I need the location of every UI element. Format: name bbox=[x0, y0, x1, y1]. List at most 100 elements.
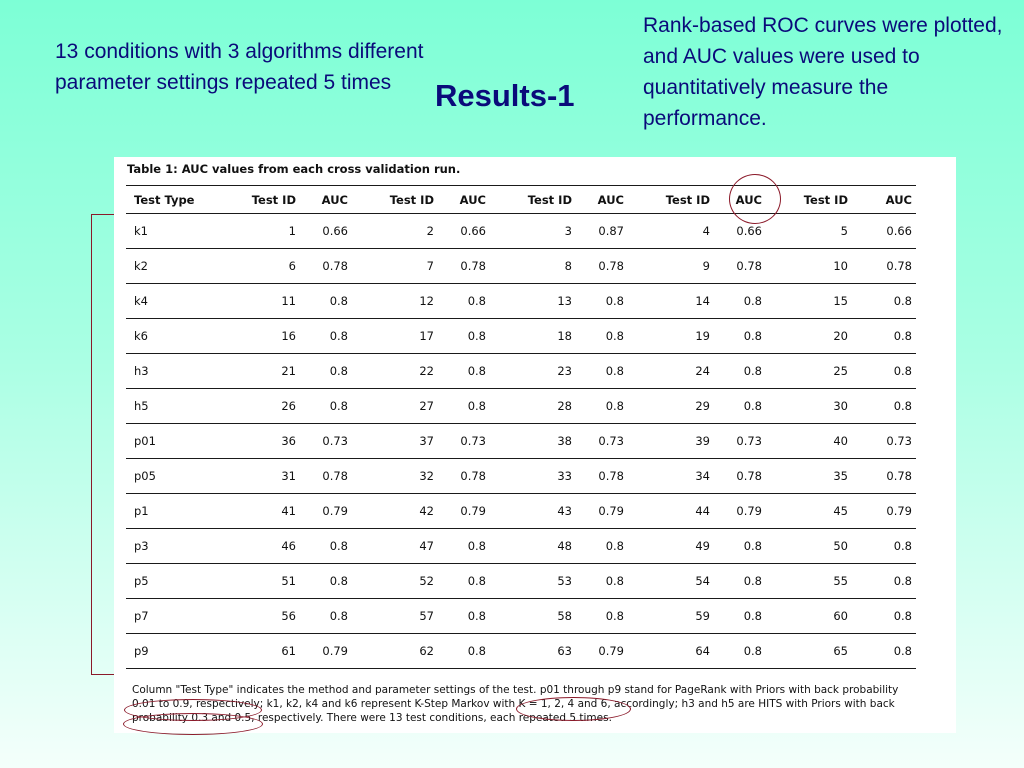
cell-auc: 0.73 bbox=[714, 423, 766, 459]
cell-test-id: 25 bbox=[766, 353, 852, 389]
header-test-id: Test ID bbox=[490, 185, 576, 214]
cell-auc: 0.8 bbox=[438, 633, 490, 669]
cell-auc: 0.8 bbox=[438, 353, 490, 389]
cell-auc: 0.8 bbox=[300, 528, 352, 564]
cell-test-id: 19 bbox=[628, 318, 714, 354]
cell-test-id: 23 bbox=[490, 353, 576, 389]
cell-test-id: 3 bbox=[490, 213, 576, 249]
cell-test-id: 59 bbox=[628, 598, 714, 634]
cell-test-type: p7 bbox=[126, 598, 218, 634]
note-roc-auc: Rank-based ROC curves were plotted, and … bbox=[643, 14, 1003, 130]
cell-auc: 0.8 bbox=[714, 598, 766, 634]
cell-auc: 0.8 bbox=[300, 598, 352, 634]
cell-auc: 0.8 bbox=[714, 528, 766, 564]
note-conditions: 13 conditions with 3 algorithms differen… bbox=[55, 40, 424, 94]
cell-auc: 0.79 bbox=[300, 633, 352, 669]
cell-test-type: p3 bbox=[126, 528, 218, 564]
cell-test-id: 63 bbox=[490, 633, 576, 669]
cell-auc: 0.8 bbox=[438, 283, 490, 319]
cell-auc: 0.8 bbox=[852, 528, 916, 564]
cell-auc: 0.8 bbox=[300, 318, 352, 354]
header-test-id: Test ID bbox=[218, 185, 300, 214]
cell-test-id: 1 bbox=[218, 213, 300, 249]
table-row: p05 31 0.78 32 0.78 33 0.78 34 0.78 35 0.78 bbox=[126, 458, 916, 494]
cell-auc: 0.8 bbox=[714, 633, 766, 669]
cell-auc: 0.8 bbox=[576, 598, 628, 634]
header-auc: AUC bbox=[438, 185, 490, 214]
cell-auc: 0.66 bbox=[438, 213, 490, 249]
cell-test-id: 4 bbox=[628, 213, 714, 249]
cell-test-type: h5 bbox=[126, 388, 218, 424]
cell-auc: 0.8 bbox=[300, 388, 352, 424]
cell-test-id: 20 bbox=[766, 318, 852, 354]
cell-test-id: 38 bbox=[490, 423, 576, 459]
cell-test-id: 39 bbox=[628, 423, 714, 459]
cell-test-type: p01 bbox=[126, 423, 218, 459]
cell-auc: 0.8 bbox=[300, 353, 352, 389]
cell-test-id: 26 bbox=[218, 388, 300, 424]
header-auc: AUC bbox=[852, 185, 916, 214]
cell-auc: 0.79 bbox=[576, 633, 628, 669]
cell-test-type: k1 bbox=[126, 213, 218, 249]
cell-test-id: 61 bbox=[218, 633, 300, 669]
cell-test-id: 45 bbox=[766, 493, 852, 529]
cell-auc: 0.8 bbox=[852, 283, 916, 319]
cell-test-id: 10 bbox=[766, 248, 852, 284]
footnote-highlight-circle bbox=[123, 713, 263, 735]
cell-test-id: 64 bbox=[628, 633, 714, 669]
cell-auc: 0.78 bbox=[852, 248, 916, 284]
cell-test-id: 31 bbox=[218, 458, 300, 494]
cell-auc: 0.78 bbox=[438, 458, 490, 494]
cell-test-id: 21 bbox=[218, 353, 300, 389]
cell-test-type: k6 bbox=[126, 318, 218, 354]
cell-auc: 0.8 bbox=[714, 283, 766, 319]
cell-test-id: 44 bbox=[628, 493, 714, 529]
cell-test-id: 65 bbox=[766, 633, 852, 669]
cell-auc: 0.8 bbox=[438, 563, 490, 599]
cell-test-id: 42 bbox=[352, 493, 438, 529]
cell-test-id: 51 bbox=[218, 563, 300, 599]
cell-test-id: 14 bbox=[628, 283, 714, 319]
cell-test-id: 36 bbox=[218, 423, 300, 459]
cell-auc: 0.8 bbox=[852, 633, 916, 669]
cell-test-id: 34 bbox=[628, 458, 714, 494]
table-row: p3 46 0.8 47 0.8 48 0.8 49 0.8 50 0.8 bbox=[126, 528, 916, 564]
cell-auc: 0.73 bbox=[300, 423, 352, 459]
cell-auc: 0.78 bbox=[300, 248, 352, 284]
cell-auc: 0.8 bbox=[852, 598, 916, 634]
cell-auc: 0.66 bbox=[852, 213, 916, 249]
cell-auc: 0.79 bbox=[852, 493, 916, 529]
cell-test-id: 15 bbox=[766, 283, 852, 319]
row-group-bracket bbox=[91, 214, 114, 675]
cell-test-id: 18 bbox=[490, 318, 576, 354]
cell-test-id: 29 bbox=[628, 388, 714, 424]
cell-test-type: h3 bbox=[126, 353, 218, 389]
cell-test-id: 52 bbox=[352, 563, 438, 599]
cell-auc: 0.8 bbox=[852, 318, 916, 354]
cell-test-id: 28 bbox=[490, 388, 576, 424]
cell-auc: 0.8 bbox=[576, 563, 628, 599]
table-body: k1 1 0.66 2 0.66 3 0.87 4 0.66 5 0.66 k2 6 0.78 7 0.78 8… bbox=[126, 213, 916, 669]
cell-auc: 0.8 bbox=[714, 563, 766, 599]
cell-test-type: p1 bbox=[126, 493, 218, 529]
cell-auc: 0.73 bbox=[576, 423, 628, 459]
cell-auc: 0.79 bbox=[300, 493, 352, 529]
cell-test-id: 43 bbox=[490, 493, 576, 529]
cell-test-id: 17 bbox=[352, 318, 438, 354]
cell-test-id: 62 bbox=[352, 633, 438, 669]
cell-auc: 0.8 bbox=[576, 318, 628, 354]
cell-auc: 0.8 bbox=[438, 388, 490, 424]
cell-auc: 0.78 bbox=[576, 458, 628, 494]
cell-test-id: 58 bbox=[490, 598, 576, 634]
cell-auc: 0.8 bbox=[300, 283, 352, 319]
cell-auc: 0.66 bbox=[300, 213, 352, 249]
table-row: p01 36 0.73 37 0.73 38 0.73 39 0.73 40 0.73 bbox=[126, 423, 916, 459]
header-auc: AUC bbox=[576, 185, 628, 214]
cell-auc: 0.73 bbox=[852, 423, 916, 459]
cell-test-id: 56 bbox=[218, 598, 300, 634]
cell-test-type: k2 bbox=[126, 248, 218, 284]
cell-auc: 0.79 bbox=[714, 493, 766, 529]
cell-test-id: 57 bbox=[352, 598, 438, 634]
cell-test-id: 8 bbox=[490, 248, 576, 284]
cell-test-id: 22 bbox=[352, 353, 438, 389]
